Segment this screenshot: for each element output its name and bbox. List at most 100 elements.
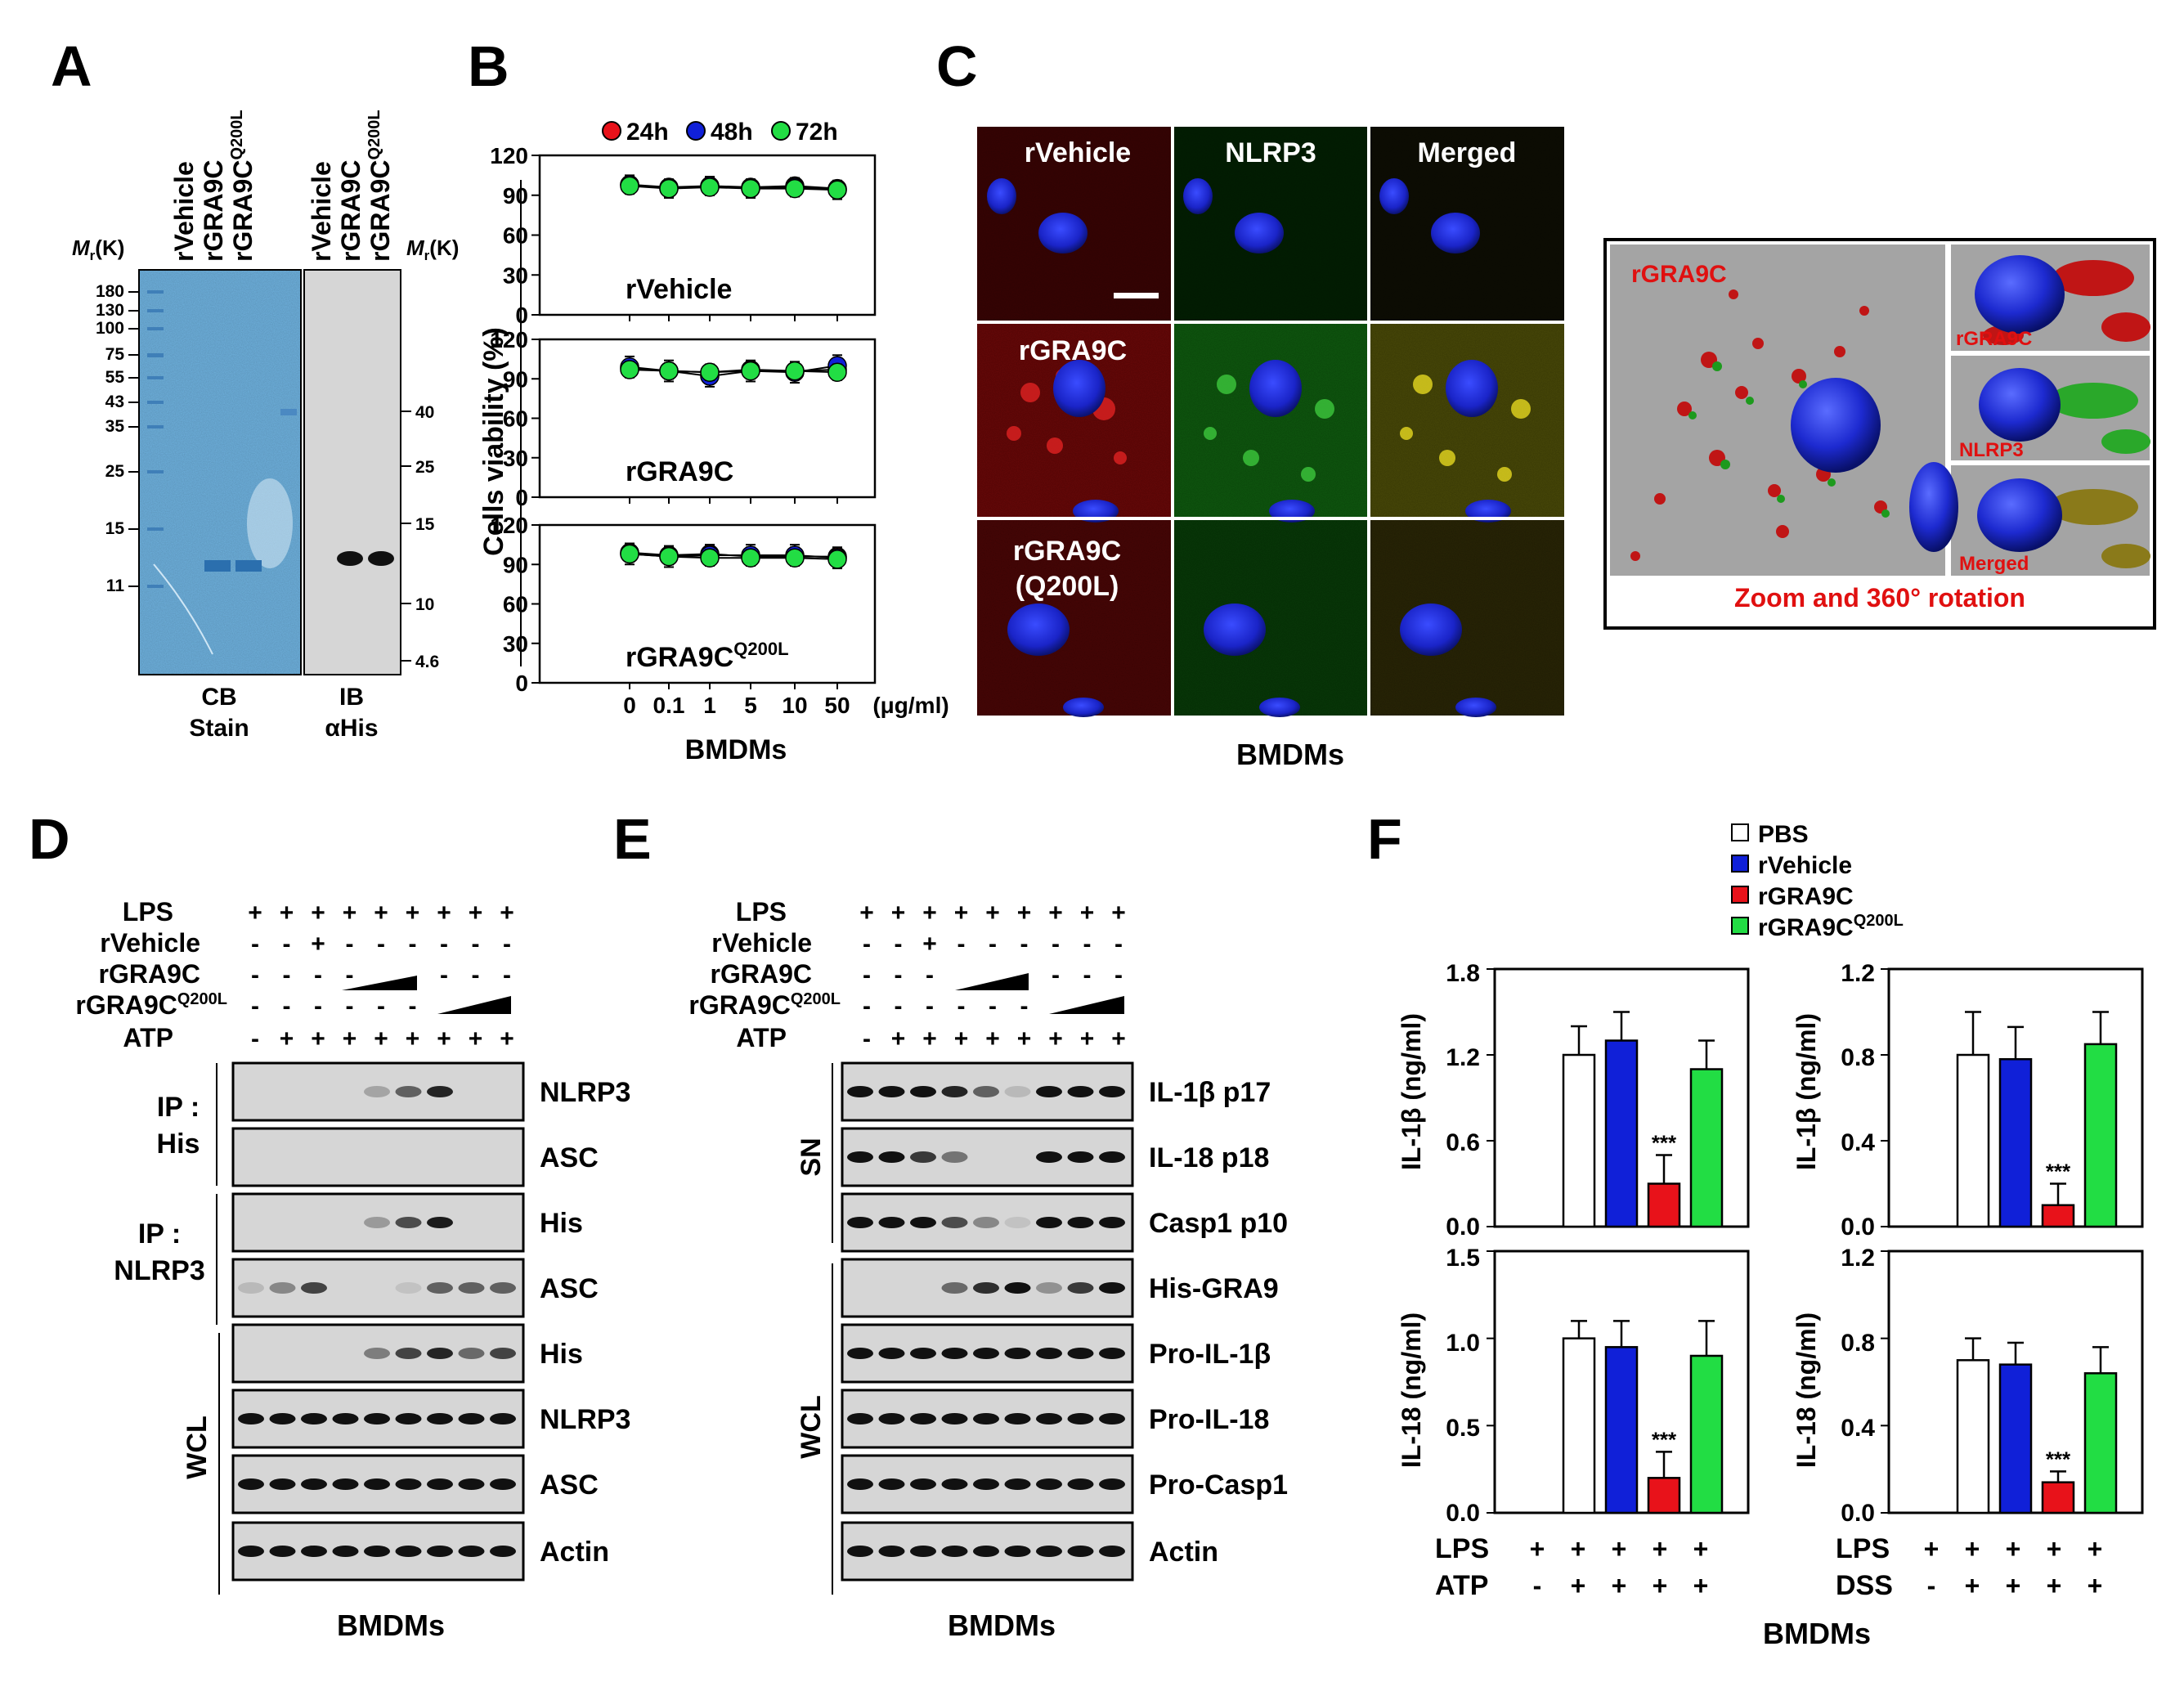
condition-sign: - xyxy=(863,1025,871,1052)
condition-sign: + xyxy=(1612,1534,1627,1564)
blot-band xyxy=(395,1546,422,1557)
bar-chart-2: *** xyxy=(1881,967,2144,1228)
e-wedge-rgra9c xyxy=(955,973,1029,990)
svg-text:LPS: LPS xyxy=(1836,1533,1890,1564)
blot-band xyxy=(910,1546,936,1557)
bar-rGRA9CQ200L xyxy=(1689,1354,1724,1514)
svg-text:IL-18 (ng/ml): IL-18 (ng/ml) xyxy=(1792,1312,1821,1468)
blot-band xyxy=(1036,1348,1062,1359)
blot-band xyxy=(878,1151,905,1163)
condition-sign: - xyxy=(895,993,903,1020)
mr-label-right: Mr(K) xyxy=(406,236,459,263)
point-72h xyxy=(620,176,639,196)
blot-band xyxy=(1004,1217,1031,1228)
blot-band xyxy=(1099,1413,1125,1425)
svg-text:0.8: 0.8 xyxy=(1841,1330,1875,1357)
panel-d: LPS rVehicle rGRA9C rGRA9CQ200L ATP + + + +… xyxy=(75,897,630,1642)
y-tick-label: 120 xyxy=(490,513,528,538)
blot-band xyxy=(332,1413,359,1425)
point-72h xyxy=(659,178,679,199)
condition-sign: + xyxy=(311,1025,325,1052)
blot-band xyxy=(269,1413,296,1425)
condition-sign: - xyxy=(346,962,354,989)
condition-sign: + xyxy=(2088,1571,2103,1600)
svg-text:IL-1β (ng/ml): IL-1β (ng/ml) xyxy=(1397,1013,1426,1170)
condition-sign: - xyxy=(989,931,997,958)
blot-label: Actin xyxy=(540,1537,609,1568)
condition-sign: - xyxy=(283,931,291,958)
condition-sign: + xyxy=(248,900,262,927)
blot-band xyxy=(941,1478,968,1490)
blot-label: ASC xyxy=(540,1142,599,1173)
condition-sign: + xyxy=(922,1025,937,1052)
blot-band xyxy=(973,1217,999,1228)
svg-text:5: 5 xyxy=(744,693,757,718)
condition-sign: + xyxy=(1653,1534,1668,1564)
d-footer: BMDMs xyxy=(337,1608,445,1642)
gel-band-q200l xyxy=(235,560,262,572)
marker-ticks-right xyxy=(401,411,411,662)
blot-band xyxy=(490,1546,516,1557)
svg-text:1.2: 1.2 xyxy=(1841,960,1875,987)
blot-band xyxy=(1036,1151,1062,1163)
d-group-brackets xyxy=(216,1063,220,1595)
condition-sign: + xyxy=(406,900,420,927)
blot-band xyxy=(878,1413,905,1425)
blot-band xyxy=(941,1217,968,1228)
svg-text:35: 35 xyxy=(105,417,125,436)
blot-band xyxy=(238,1546,264,1557)
blot-band xyxy=(1036,1478,1062,1490)
condition-sign: + xyxy=(859,900,874,927)
condition-sign: + xyxy=(1048,900,1063,927)
blot-band xyxy=(847,1478,873,1490)
y-tick-label: 120 xyxy=(490,143,528,168)
bar-rVehicle xyxy=(1604,1039,1639,1228)
blot-label: His xyxy=(540,1339,583,1370)
condition-sign: - xyxy=(409,931,417,958)
svg-text:WCL: WCL xyxy=(182,1416,213,1478)
blot-strip xyxy=(231,1061,525,1122)
blot-band xyxy=(1036,1413,1062,1425)
significance-label: *** xyxy=(1652,1131,1677,1155)
lane-label-4: rVehicle xyxy=(307,161,336,262)
condition-sign: - xyxy=(346,993,354,1020)
blot-actin: Actin xyxy=(231,1521,609,1582)
blot-band xyxy=(1004,1086,1031,1097)
blot-band xyxy=(1099,1217,1125,1228)
svg-text:ATP: ATP xyxy=(736,1023,787,1052)
blot-actin: Actin xyxy=(841,1521,1218,1582)
e-condition-signs: + + + + + + + + +- - + - - - - - -- - - - - -- - - - - -- + + + + + + + + xyxy=(859,900,1126,1052)
blot-nlrp3: NLRP3 xyxy=(231,1389,630,1449)
y-tick-label: 30 xyxy=(503,446,528,471)
blot-band xyxy=(1067,1478,1094,1490)
gel-crack xyxy=(153,563,213,655)
condition-sign: + xyxy=(922,900,937,927)
svg-text:50: 50 xyxy=(824,693,850,718)
ladder-lane xyxy=(147,290,164,588)
d-wedge-q200l xyxy=(437,996,511,1014)
svg-text:10: 10 xyxy=(782,693,807,718)
condition-sign: + xyxy=(500,1025,514,1052)
svg-text:rGRA9C: rGRA9C xyxy=(99,959,200,989)
svg-text:10: 10 xyxy=(415,595,434,614)
svg-text:NLRP3: NLRP3 xyxy=(1225,137,1316,168)
blot-band xyxy=(847,1348,873,1359)
inset-label-1: rGRA9C xyxy=(1956,328,2032,350)
bar-chart-1: *** xyxy=(1487,967,1750,1228)
condition-sign: + xyxy=(437,900,451,927)
condition-sign: + xyxy=(1017,900,1032,927)
condition-sign: + xyxy=(954,900,969,927)
condition-sign: + xyxy=(1111,900,1126,927)
condition-sign: + xyxy=(500,900,514,927)
condition-sign: + xyxy=(2047,1534,2062,1564)
svg-text:IP :: IP : xyxy=(138,1218,181,1250)
condition-sign: - xyxy=(377,993,385,1020)
condition-sign: + xyxy=(954,1025,969,1052)
subplot-label: rGRA9CQ200L xyxy=(626,639,789,673)
blot-band xyxy=(364,1546,390,1557)
blot-strip xyxy=(231,1192,525,1253)
blot-band xyxy=(427,1546,453,1557)
blot-band xyxy=(1099,1151,1125,1163)
bar-PBS xyxy=(1956,1359,1990,1514)
y-tick-label: 0 xyxy=(515,303,528,328)
